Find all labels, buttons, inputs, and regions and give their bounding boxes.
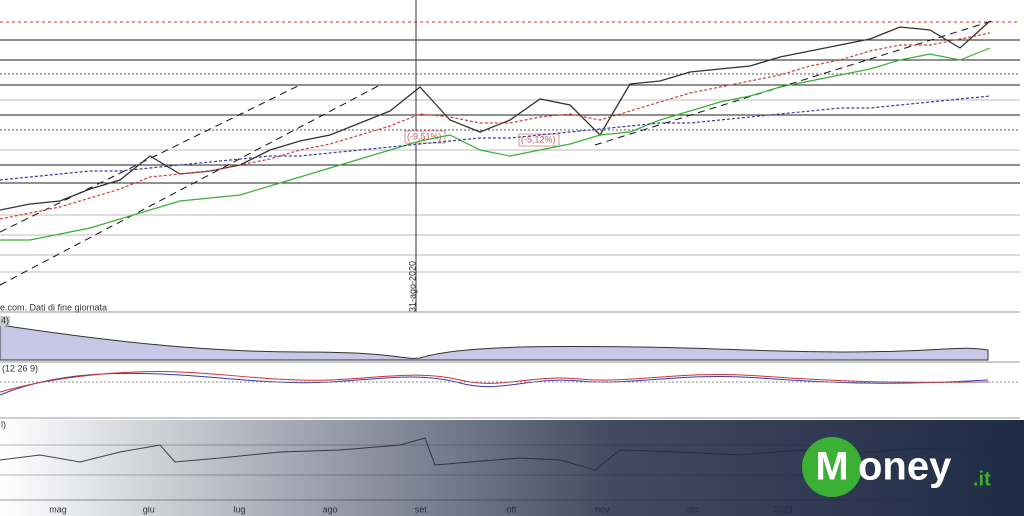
source-note: e.com. Dati di fine giornata: [0, 302, 107, 312]
annotation: (-5,12%): [521, 134, 556, 144]
logo-circle: [802, 437, 862, 497]
logo-text: oney: [858, 445, 952, 489]
series-line: [0, 32, 991, 220]
plot: [0, 20, 991, 241]
panel-label: (12 26 9): [2, 363, 38, 373]
series-line: [0, 20, 991, 211]
series-line: [0, 47, 991, 241]
panel-label: 4): [1, 315, 9, 325]
annotation: (-9,51%): [407, 131, 442, 141]
date-marker: 31-ago-2020: [407, 261, 417, 312]
annotation-box: [518, 133, 560, 147]
panel-label-box: [0, 316, 10, 326]
logo-initial: M: [815, 445, 848, 489]
logo-suffix: .it: [973, 468, 991, 490]
price-levels: [0, 0, 1020, 313]
series-line: [0, 95, 991, 181]
